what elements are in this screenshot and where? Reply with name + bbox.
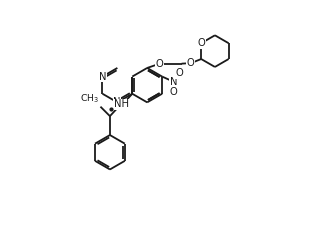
Text: CH$_3$: CH$_3$ <box>80 92 100 105</box>
Text: O: O <box>155 59 163 69</box>
Text: O: O <box>169 87 177 97</box>
Text: O: O <box>175 68 183 78</box>
Text: O: O <box>187 58 194 68</box>
Text: N: N <box>99 72 106 82</box>
Text: N: N <box>170 77 177 87</box>
Text: N: N <box>113 97 121 107</box>
Text: O: O <box>197 38 205 48</box>
Text: NH: NH <box>114 99 130 109</box>
